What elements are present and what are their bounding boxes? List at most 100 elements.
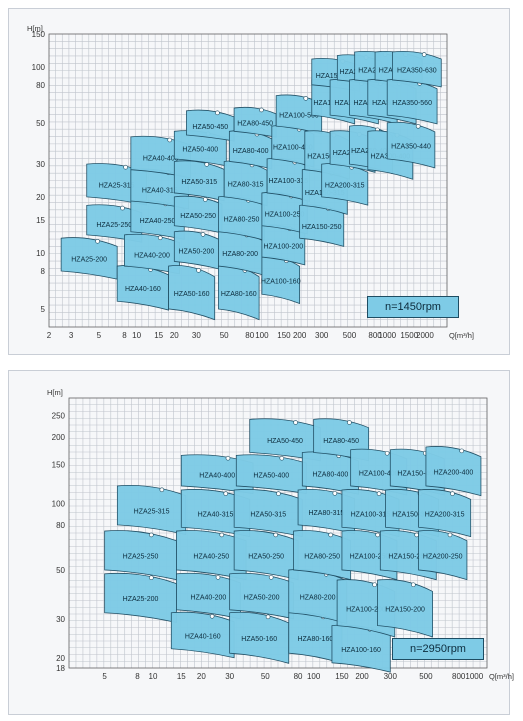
best-efficiency-point: [209, 613, 215, 619]
pump-model-label: HZA150-630: [316, 73, 356, 80]
pump-model-label: HZA80-160: [221, 291, 257, 298]
pump-model-label: HZA50-315: [250, 511, 286, 518]
y-tick-label: 20: [56, 654, 65, 663]
pump-model-label: HZA40-400: [199, 472, 235, 479]
y-tick-label: 150: [52, 461, 66, 470]
x-tick-label: 1000: [465, 672, 483, 681]
pump-model-label: HZA50-450: [192, 124, 228, 131]
x-tick-label: 150: [335, 672, 349, 681]
y-tick-label: 15: [36, 216, 45, 225]
pump-model-label: HZA40-200: [134, 252, 170, 259]
pump-model-label: HZA100-315: [351, 511, 391, 518]
x-tick-label: 150: [277, 331, 291, 340]
y-tick-label: 20: [36, 193, 45, 202]
pump-model-label: HZA40-160: [125, 286, 161, 293]
pump-model-label: HZA50-160: [174, 291, 210, 298]
pump-range-tile: [377, 579, 433, 638]
best-efficiency-point: [157, 235, 163, 241]
pump-model-label: HZA100-160: [261, 278, 301, 285]
pump-model-label: HZA100-160: [341, 647, 381, 654]
best-efficiency-point: [332, 491, 338, 496]
x-tick-label: 10: [132, 331, 141, 340]
best-efficiency-point: [376, 491, 382, 496]
y-tick-label: 80: [36, 81, 45, 90]
x-tick-label: 800: [452, 672, 466, 681]
pump-model-label: HZA150-200: [385, 607, 425, 614]
x-tick-label: 1000: [378, 331, 396, 340]
pump-model-label: HZA100-250: [265, 211, 305, 218]
pump-model-label: HZA25-315: [99, 183, 135, 190]
x-axis-label: Q[m³/h]: [449, 331, 474, 340]
best-efficiency-point: [415, 124, 421, 129]
pump-model-label: HZA25-250: [96, 222, 132, 229]
pump-model-label: HZA80-250: [224, 217, 260, 224]
x-tick-label: 5: [102, 672, 107, 681]
x-tick-label: 50: [220, 331, 229, 340]
best-efficiency-point: [149, 532, 154, 538]
best-efficiency-point: [372, 582, 377, 588]
pump-model-label: HZA150-400: [307, 153, 347, 160]
plot-frame: [48, 33, 448, 328]
pump-model-label: HZA25-315: [134, 508, 170, 515]
y-tick-label: 50: [56, 566, 65, 575]
best-efficiency-point: [219, 532, 225, 538]
pump-model-label: HZA25-200: [123, 596, 159, 603]
best-efficiency-point: [149, 575, 154, 581]
pump-model-label: HZA100-400: [273, 145, 313, 152]
pump-model-label: HZA50-400: [182, 147, 218, 154]
y-tick-label: 8: [41, 267, 46, 276]
pump-model-label: HZA150-250: [302, 224, 342, 231]
best-efficiency-point: [200, 232, 206, 237]
pump-range-tile: [418, 530, 468, 581]
best-efficiency-point: [411, 582, 416, 588]
best-efficiency-point: [347, 420, 352, 425]
best-efficiency-point: [225, 455, 231, 461]
pump-model-label: HZA25-200: [71, 257, 107, 264]
pump-model-label: HZA40-400: [143, 155, 179, 162]
x-tick-label: 100: [255, 331, 269, 340]
best-efficiency-point: [265, 614, 271, 620]
speed-label-1450: n=1450rpm: [367, 296, 459, 318]
pump-model-label: HZA80-315: [308, 510, 344, 517]
y-tick-label: 100: [32, 63, 46, 72]
best-efficiency-point: [273, 532, 278, 538]
x-tick-label: 200: [293, 331, 307, 340]
pump-model-label: HZA200-315: [325, 183, 365, 190]
best-efficiency-point: [375, 532, 380, 538]
pump-model-label: HZA150-400: [397, 470, 437, 477]
pump-model-label: HZA40-160: [185, 633, 221, 640]
y-tick-label: 80: [56, 521, 65, 530]
y-tick-label: 250: [52, 411, 66, 420]
x-tick-label: 80: [245, 331, 254, 340]
y-tick-label: 18: [56, 664, 65, 673]
best-efficiency-point: [421, 52, 427, 57]
pump-model-label: HZA80-400: [312, 471, 348, 478]
pump-model-label: HZA350-560: [392, 100, 432, 107]
best-efficiency-point: [223, 491, 229, 496]
pump-model-label: HZA80-450: [237, 121, 273, 128]
best-efficiency-point: [303, 96, 309, 101]
plot-frame: [68, 397, 488, 669]
x-tick-label: 3: [69, 331, 74, 340]
x-tick-label: 10: [149, 672, 158, 681]
pump-model-label: HZA50-160: [241, 636, 277, 643]
pump-model-label: HZA40-250: [193, 553, 229, 560]
x-tick-label: 15: [154, 331, 163, 340]
best-efficiency-point: [268, 575, 274, 580]
x-tick-label: 20: [197, 672, 206, 681]
pump-model-label: HZA25-250: [123, 553, 159, 560]
y-tick-label: 10: [36, 249, 45, 258]
pump-model-label: HZA80-315: [228, 182, 264, 189]
pump-model-label: HZA40-200: [191, 594, 227, 601]
pump-model-label: HZA200-250: [423, 553, 463, 560]
pump-model-label: HZA50-250: [248, 553, 284, 560]
x-tick-label: 8: [122, 331, 127, 340]
pump-model-label: HZA200-400: [434, 469, 474, 476]
pump-model-label: HZA100-200: [264, 243, 304, 250]
x-tick-label: 200: [355, 672, 369, 681]
y-tick-label: 5: [41, 305, 46, 314]
best-efficiency-point: [450, 491, 455, 496]
pump-model-label: HZA200-315: [425, 511, 465, 518]
